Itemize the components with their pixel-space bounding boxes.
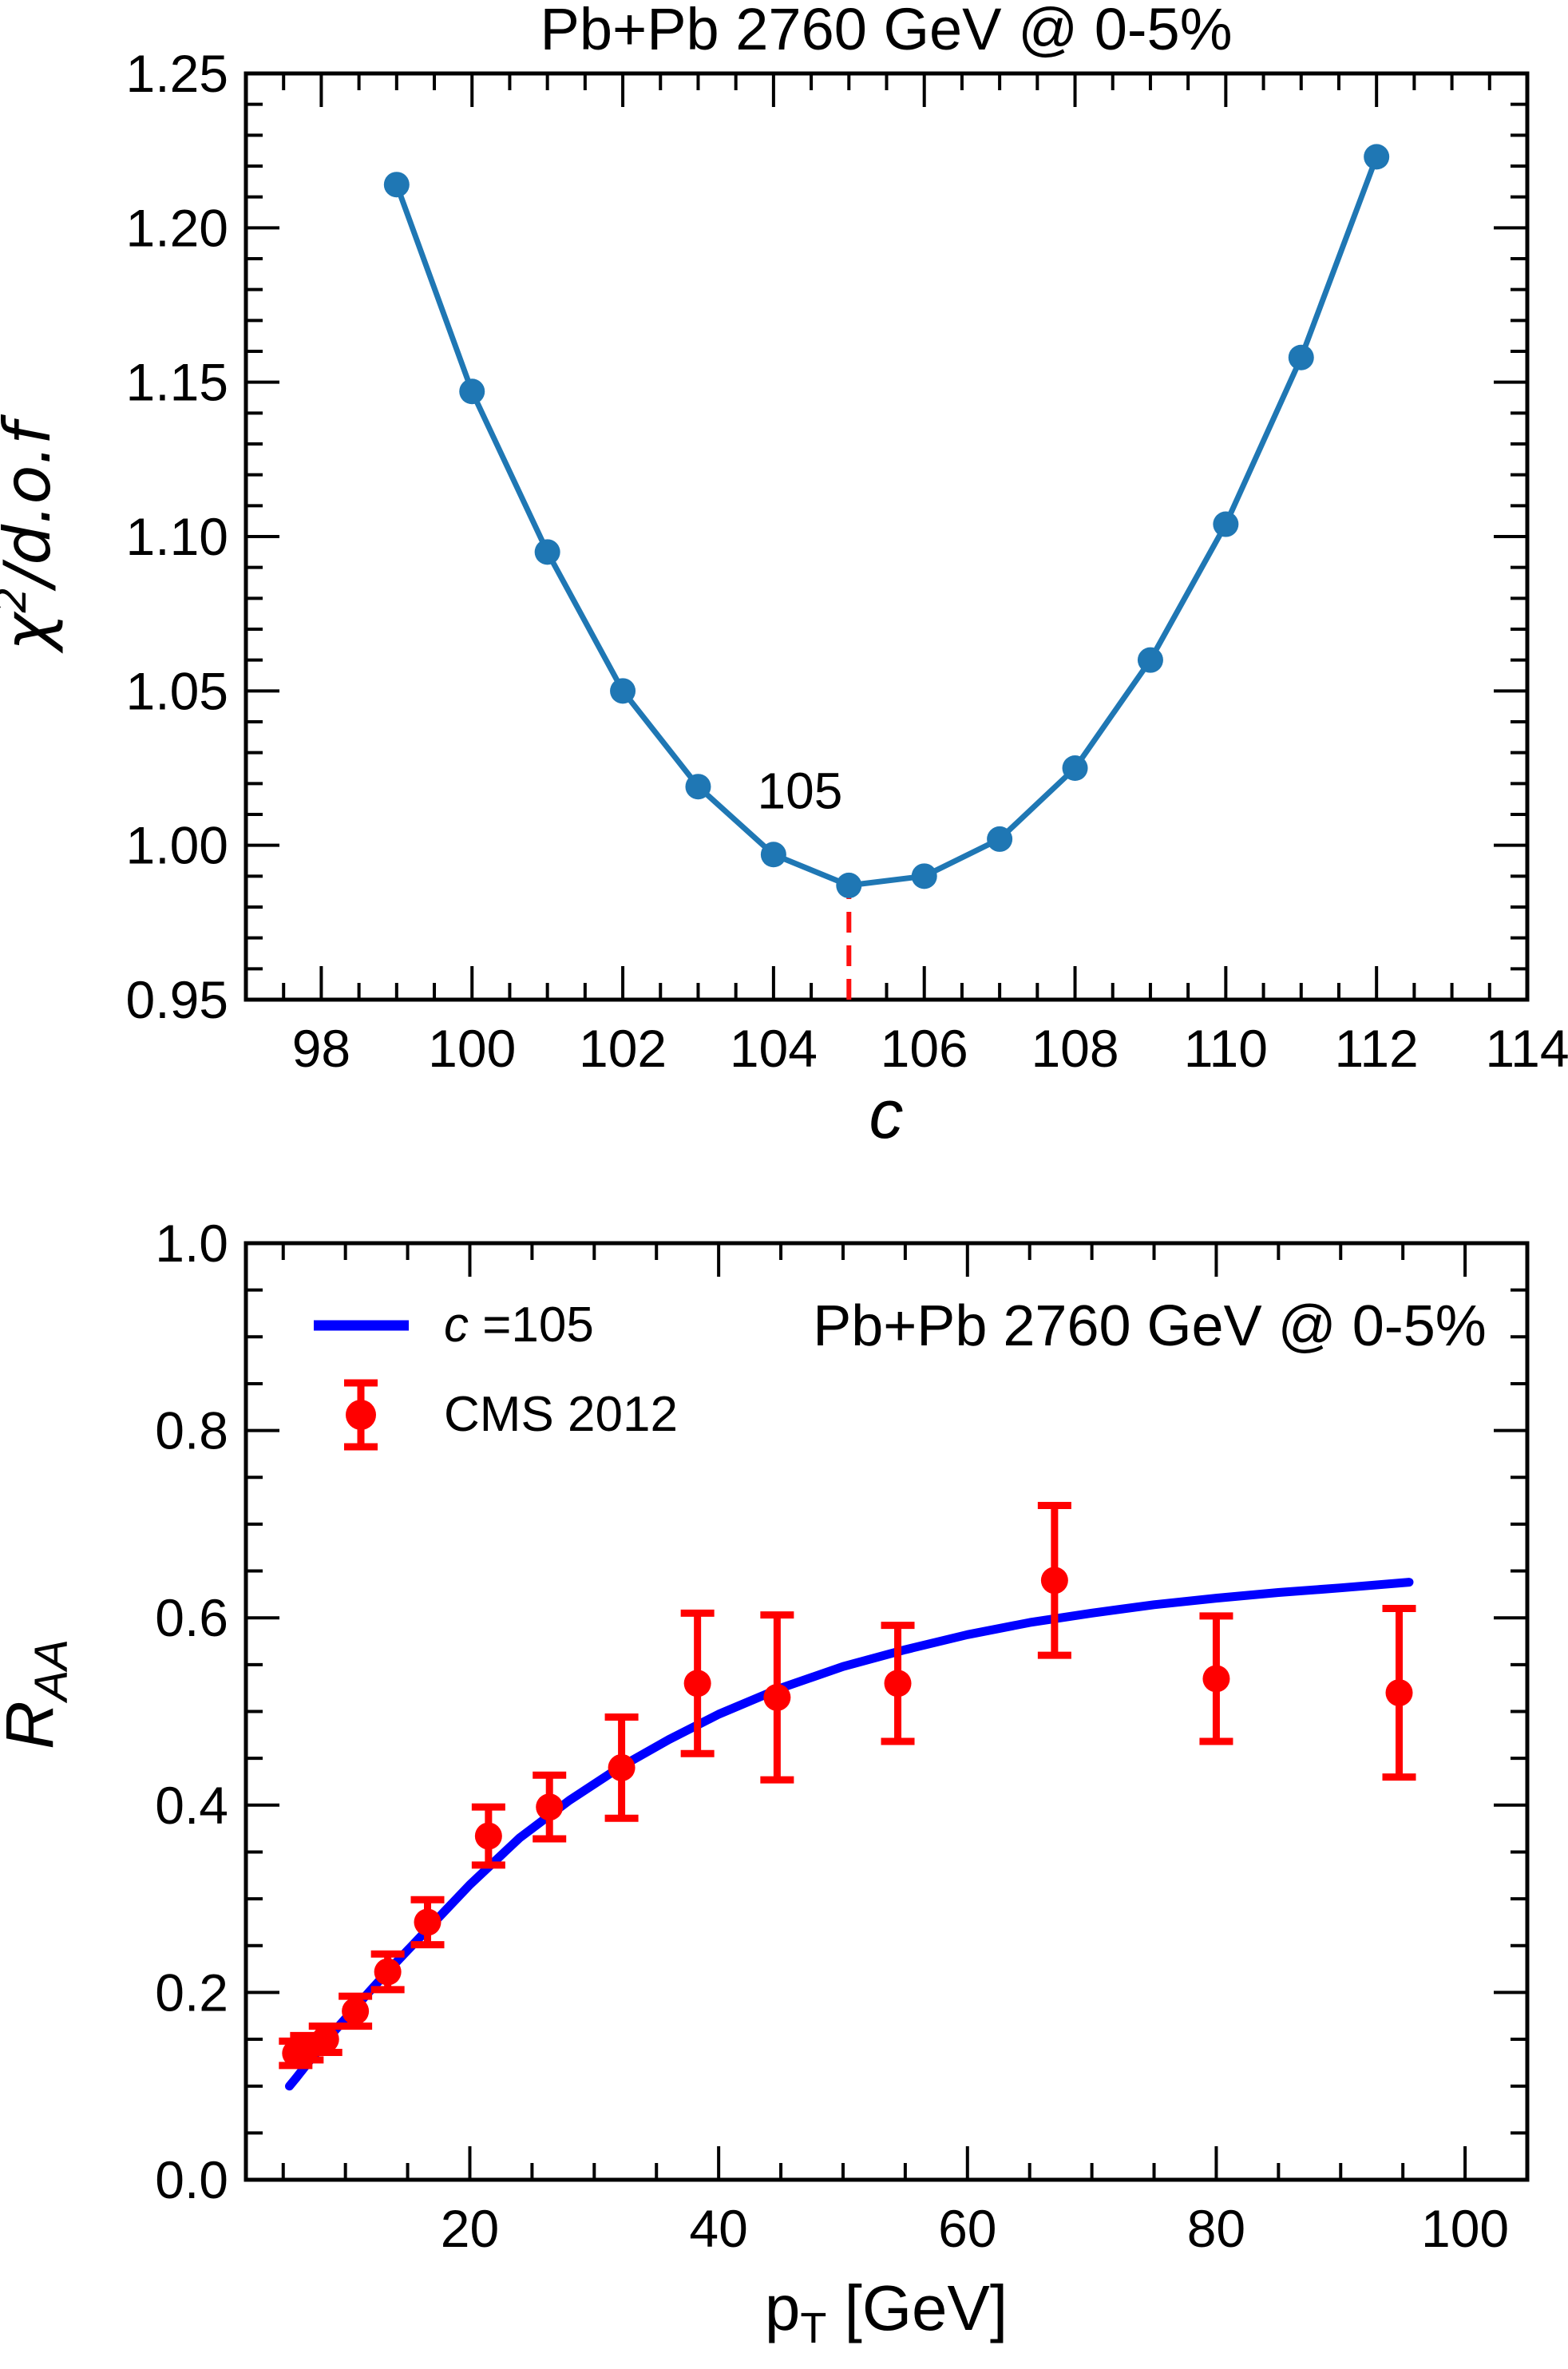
raa-plot: 20 40 60 80 100 0.0 0.2 0.4 0.6 0.8 1.0 pT [GeV] RAA… [0, 1214, 1530, 2352]
chi2-plot-title: Pb+Pb 2760 GeV @ 0-5% [540, 0, 1232, 62]
chi2-data-point [1364, 144, 1390, 170]
chi2-data-point [987, 826, 1013, 852]
svg-text:1.20: 1.20 [126, 198, 228, 257]
chi2-series [383, 144, 1390, 898]
svg-text:1.00: 1.00 [126, 816, 228, 875]
chi2-data-point [610, 678, 636, 704]
svg-text:100: 100 [428, 1019, 516, 1078]
svg-text:1.0: 1.0 [155, 1214, 228, 1273]
svg-text:0.0: 0.0 [155, 2150, 228, 2209]
svg-text:1.15: 1.15 [126, 353, 228, 412]
chi2-data-point [534, 539, 560, 565]
chi2-minimum-annotation: 105 [758, 762, 852, 1000]
svg-text:102: 102 [579, 1019, 667, 1078]
svg-text:0.4: 0.4 [155, 1776, 228, 1835]
ticks [244, 72, 1529, 1001]
chi2-data-point [1288, 344, 1314, 370]
legend-label-fit: c =105 [444, 1297, 594, 1353]
svg-text:106: 106 [881, 1019, 968, 1078]
svg-text:114: 114 [1485, 1019, 1568, 1078]
chi2-data-point [1062, 755, 1088, 781]
svg-text:104: 104 [730, 1019, 818, 1078]
fit-curve-c105 [285, 1578, 1414, 2091]
svg-text:1.05: 1.05 [126, 661, 228, 720]
svg-text:0.6: 0.6 [155, 1588, 228, 1647]
svg-text:0.8: 0.8 [155, 1401, 228, 1460]
chi2-xaxis-label: c [869, 1076, 904, 1153]
cms-data-point [370, 1950, 405, 1994]
chi2-series-line [394, 156, 1380, 889]
cms-data-point [471, 1803, 505, 1869]
svg-text:0.2: 0.2 [155, 1963, 228, 2022]
plot-frame [244, 1241, 1530, 2182]
chi2-data-point [760, 842, 786, 868]
raa-system-label: Pb+Pb 2760 GeV @ 0-5% [813, 1294, 1487, 1358]
minimum-value-label: 105 [758, 762, 843, 819]
raa-yaxis-label: RAA [0, 1639, 77, 1749]
tick-labels: 20 40 60 80 100 0.0 0.2 0.4 0.6 0.8 1.0 [155, 1214, 1509, 2258]
cms-data-point [308, 2022, 343, 2056]
cms-data-point [410, 1896, 445, 1949]
cms-data-point [604, 1713, 639, 1822]
cms-data-point [760, 1611, 794, 1784]
cms-data-point [1382, 1604, 1416, 1781]
chi2-data-point [836, 872, 862, 898]
raa-xaxis-label: pT [GeV] [765, 2272, 1008, 2352]
svg-text:100: 100 [1421, 2199, 1509, 2258]
svg-text:98: 98 [292, 1019, 350, 1078]
cms-data-point [1199, 1612, 1233, 1745]
chi2-plot: 98 100 102 104 106 108 110 112 114 0.95 1.00 1.05 1.… [0, 0, 1568, 1153]
svg-text:112: 112 [1335, 1019, 1419, 1078]
cms-data-point [881, 1622, 915, 1745]
svg-text:60: 60 [938, 2199, 996, 2258]
legend: c =105 CMS 2012 [314, 1297, 678, 1451]
cms-data-series [279, 1501, 1416, 2070]
chi2-data-point [685, 774, 711, 800]
svg-text:80: 80 [1187, 2199, 1245, 2258]
chi2-data-point [459, 378, 485, 405]
cms-data-point [339, 1992, 373, 2030]
chi2-data-point [911, 863, 937, 889]
chi2-yaxis-label: χ2/d.o.f [0, 414, 65, 654]
svg-text:0.95: 0.95 [126, 970, 228, 1029]
legend-marker-sample [344, 1379, 378, 1451]
cms-data-point [680, 1609, 715, 1757]
svg-text:1.25: 1.25 [126, 44, 228, 103]
legend-label-cms: CMS 2012 [444, 1387, 678, 1442]
tick-labels: 98 100 102 104 106 108 110 112 114 0.95 1.00 1.05 1.… [126, 44, 1568, 1078]
chi2-data-point [383, 172, 410, 198]
chi2-data-point [1137, 647, 1163, 673]
cms-data-point [1037, 1501, 1071, 1659]
svg-text:20: 20 [441, 2199, 499, 2258]
ticks [246, 1242, 1529, 2181]
svg-text:1.10: 1.10 [126, 507, 228, 566]
plot-frame [244, 71, 1530, 1002]
svg-text:110: 110 [1184, 1019, 1268, 1078]
svg-text:40: 40 [689, 2199, 747, 2258]
svg-text:108: 108 [1031, 1019, 1119, 1078]
chi2-data-point [1213, 511, 1239, 537]
cms-data-point [533, 1771, 567, 1843]
